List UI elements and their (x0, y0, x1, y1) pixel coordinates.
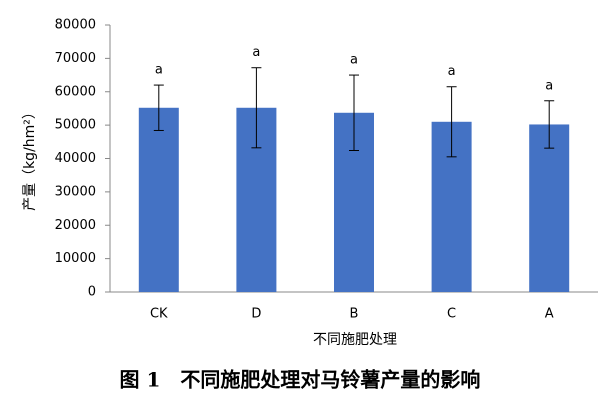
x-axis-label: 不同施肥处理 (313, 332, 397, 348)
x-tick-label: C (447, 307, 456, 322)
y-tick-label: 30000 (55, 184, 96, 199)
y-tick-label: 70000 (55, 51, 96, 66)
significance-label: a (350, 53, 358, 68)
chart-title: 图 1 不同施肥处理对马铃薯产量的影响 (120, 368, 481, 392)
y-tick-label: 60000 (55, 84, 96, 99)
significance-label: a (155, 63, 163, 78)
y-tick-label: 20000 (55, 218, 96, 233)
bar (138, 107, 179, 293)
x-tick-label: B (350, 307, 359, 322)
x-tick-label: D (251, 307, 261, 322)
y-tick-label: 80000 (55, 18, 96, 33)
y-tick-label: 50000 (55, 118, 96, 133)
y-axis-label: 产量（kg/hm²） (22, 105, 38, 211)
y-tick-label: 40000 (55, 151, 96, 166)
significance-label: a (545, 78, 553, 93)
y-tick-label: 10000 (55, 251, 96, 266)
significance-label: a (252, 45, 260, 60)
y-tick-label: 0 (88, 285, 96, 300)
significance-label: a (448, 64, 456, 79)
x-tick-label: A (545, 307, 554, 322)
bar (529, 124, 570, 293)
x-tick-label: CK (150, 307, 168, 322)
